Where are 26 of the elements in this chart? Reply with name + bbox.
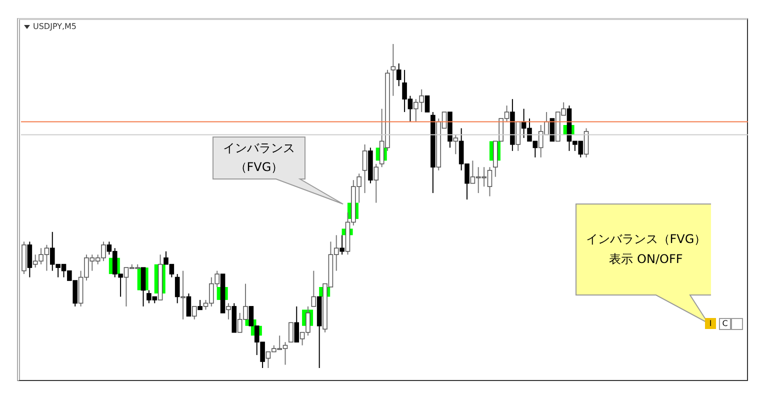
annotation: インバランス（FVG） [222,140,296,176]
candlestick [174,274,180,304]
chart-title: USDJPY,M5 [33,22,77,31]
candlestick [374,163,379,204]
candlestick [27,241,32,278]
candlestick [192,306,197,320]
candlestick [550,118,555,142]
annotation: インバランス（FVG）表示 ON/OFF [584,231,708,268]
candlestick [140,267,146,307]
candlestick [186,292,192,317]
candlestick [311,270,316,307]
candlestick [453,134,458,155]
candlestick [516,121,521,152]
candlestick [396,62,402,87]
candlestick [198,299,202,310]
text: C [719,318,731,330]
candlestick [294,306,300,343]
candlestick [424,95,430,112]
candlestick [226,302,231,320]
candlestick [362,144,368,194]
candlestick [180,270,186,320]
candlestick [340,234,344,256]
candlestick [584,128,589,158]
candlestick [288,322,294,342]
candlestick [390,44,396,96]
text: I [705,318,716,329]
